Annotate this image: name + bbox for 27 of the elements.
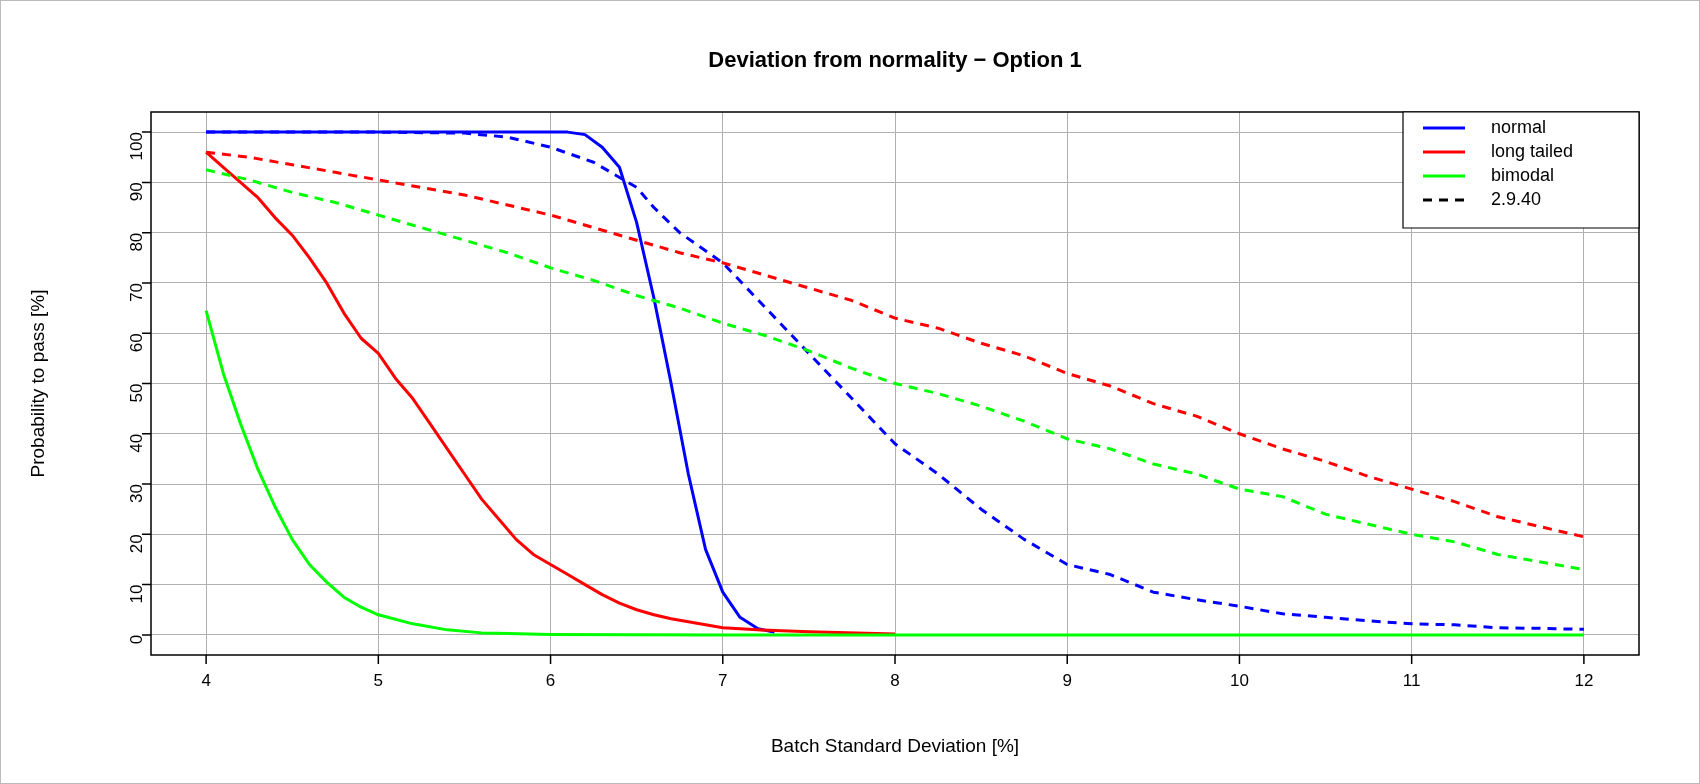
chart-title: Deviation from normality − Option 1 — [708, 47, 1082, 73]
y-tick-label: 100 — [126, 132, 146, 161]
y-tick-label: 0 — [126, 634, 146, 645]
y-tick-label: 80 — [126, 232, 146, 252]
y-tick-label: 50 — [126, 383, 146, 403]
x-tick-label: 5 — [373, 670, 384, 690]
x-tick-label: 11 — [1402, 670, 1421, 690]
x-tick-label: 7 — [718, 670, 728, 690]
legend-label: long tailed — [1491, 140, 1574, 161]
y-tick-label: 40 — [126, 433, 146, 453]
x-tick-label: 10 — [1229, 670, 1249, 690]
y-axis-title: Probability to pass [%] — [27, 289, 49, 478]
y-tick-label: 20 — [126, 534, 146, 554]
x-tick-label: 9 — [1062, 670, 1072, 690]
x-tick-label: 12 — [1574, 670, 1594, 690]
legend-label: bimodal — [1491, 164, 1555, 185]
y-tick-label: 60 — [126, 333, 146, 353]
y-tick-label: 30 — [126, 484, 146, 503]
y-tick-label: 10 — [126, 584, 146, 604]
legend-label: 2.9.40 — [1491, 188, 1542, 209]
x-tick-label: 8 — [890, 670, 900, 690]
x-axis-title: Batch Standard Deviation [%] — [770, 735, 1020, 757]
x-tick-label: 6 — [545, 670, 556, 690]
legend-label: normal — [1491, 116, 1547, 137]
y-tick-label: 70 — [126, 282, 146, 302]
y-tick-label: 90 — [126, 182, 146, 202]
x-tick-label: 4 — [201, 670, 211, 690]
